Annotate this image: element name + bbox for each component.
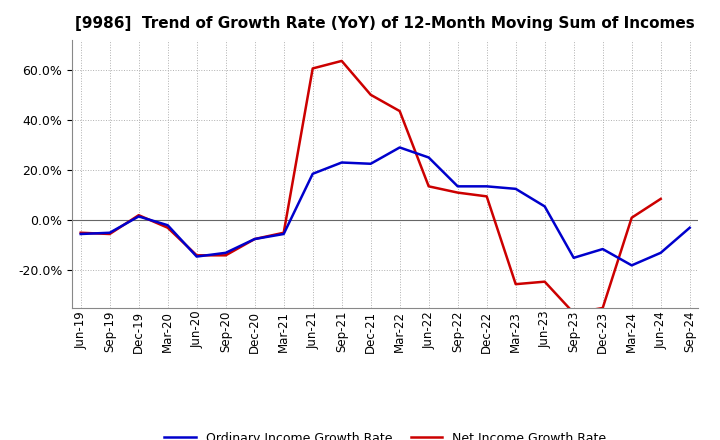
Net Income Growth Rate xyxy=(338,58,346,63)
Net Income Growth Rate xyxy=(251,236,259,242)
Ordinary Income Growth Rate xyxy=(657,250,665,256)
Net Income Growth Rate xyxy=(424,184,433,189)
Title: [9986]  Trend of Growth Rate (YoY) of 12-Month Moving Sum of Incomes: [9986] Trend of Growth Rate (YoY) of 12-… xyxy=(76,16,695,32)
Ordinary Income Growth Rate xyxy=(395,145,404,150)
Ordinary Income Growth Rate xyxy=(221,250,230,256)
Net Income Growth Rate xyxy=(366,92,375,97)
Net Income Growth Rate xyxy=(657,196,665,202)
Legend: Ordinary Income Growth Rate, Net Income Growth Rate: Ordinary Income Growth Rate, Net Income … xyxy=(159,427,611,440)
Net Income Growth Rate xyxy=(598,305,607,311)
Line: Net Income Growth Rate: Net Income Growth Rate xyxy=(81,61,661,313)
Net Income Growth Rate xyxy=(163,225,172,231)
Ordinary Income Growth Rate xyxy=(192,254,201,259)
Net Income Growth Rate xyxy=(454,190,462,195)
Ordinary Income Growth Rate xyxy=(135,214,143,219)
Ordinary Income Growth Rate xyxy=(308,171,317,176)
Ordinary Income Growth Rate xyxy=(163,223,172,228)
Ordinary Income Growth Rate xyxy=(76,231,85,237)
Ordinary Income Growth Rate xyxy=(482,184,491,189)
Ordinary Income Growth Rate xyxy=(105,230,114,235)
Net Income Growth Rate xyxy=(570,310,578,315)
Ordinary Income Growth Rate xyxy=(279,231,288,237)
Ordinary Income Growth Rate xyxy=(338,160,346,165)
Line: Ordinary Income Growth Rate: Ordinary Income Growth Rate xyxy=(81,147,690,265)
Net Income Growth Rate xyxy=(192,253,201,258)
Ordinary Income Growth Rate xyxy=(570,255,578,260)
Net Income Growth Rate xyxy=(308,66,317,71)
Ordinary Income Growth Rate xyxy=(366,161,375,166)
Net Income Growth Rate xyxy=(482,194,491,199)
Ordinary Income Growth Rate xyxy=(627,263,636,268)
Net Income Growth Rate xyxy=(221,253,230,258)
Ordinary Income Growth Rate xyxy=(424,155,433,160)
Net Income Growth Rate xyxy=(511,282,520,287)
Net Income Growth Rate xyxy=(627,215,636,220)
Net Income Growth Rate xyxy=(541,279,549,284)
Ordinary Income Growth Rate xyxy=(454,184,462,189)
Net Income Growth Rate xyxy=(395,108,404,114)
Net Income Growth Rate xyxy=(76,230,85,235)
Ordinary Income Growth Rate xyxy=(511,186,520,191)
Ordinary Income Growth Rate xyxy=(251,236,259,242)
Net Income Growth Rate xyxy=(135,213,143,218)
Ordinary Income Growth Rate xyxy=(598,246,607,252)
Ordinary Income Growth Rate xyxy=(541,204,549,209)
Net Income Growth Rate xyxy=(279,230,288,235)
Ordinary Income Growth Rate xyxy=(685,225,694,231)
Net Income Growth Rate xyxy=(105,231,114,237)
